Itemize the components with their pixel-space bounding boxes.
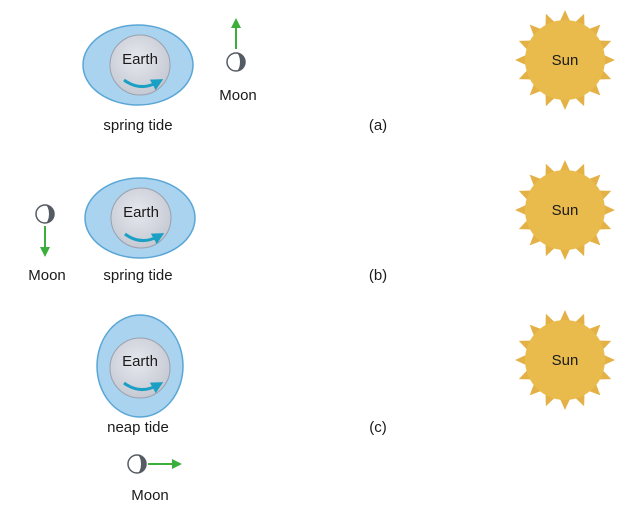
panel-c: Earth neap tide Moon (c) Sun	[96, 310, 615, 504]
tide-label: spring tide	[103, 267, 172, 284]
earth-label: Earth	[122, 353, 158, 370]
earth-label: Earth	[122, 51, 158, 68]
tide-label: spring tide	[103, 117, 172, 134]
moon-label: Moon	[131, 487, 169, 504]
rotation-arrow-icon	[124, 232, 165, 245]
panel-label: (b)	[369, 267, 387, 284]
moon	[226, 52, 246, 72]
moon	[35, 204, 55, 224]
sun-label: Sun	[552, 202, 579, 219]
sun: Sun	[515, 160, 615, 260]
moon-label: Moon	[28, 267, 66, 284]
earth-label: Earth	[123, 204, 159, 221]
sun: Sun	[515, 10, 615, 110]
sun-label: Sun	[552, 352, 579, 369]
rotation-arrow-icon	[123, 381, 164, 394]
panel-label: (c)	[369, 419, 387, 436]
panel-label: (a)	[369, 117, 387, 134]
moon	[127, 454, 147, 474]
panel-a: Earth spring tide Moon (a) Sun	[82, 10, 615, 134]
rotation-arrow-icon	[123, 78, 164, 91]
sun: Sun	[515, 310, 615, 410]
tide-label: neap tide	[107, 419, 169, 436]
sun-label: Sun	[552, 52, 579, 69]
panel-b: Earth spring tide Moon (b) Sun	[28, 160, 615, 284]
moon-label: Moon	[219, 87, 257, 104]
